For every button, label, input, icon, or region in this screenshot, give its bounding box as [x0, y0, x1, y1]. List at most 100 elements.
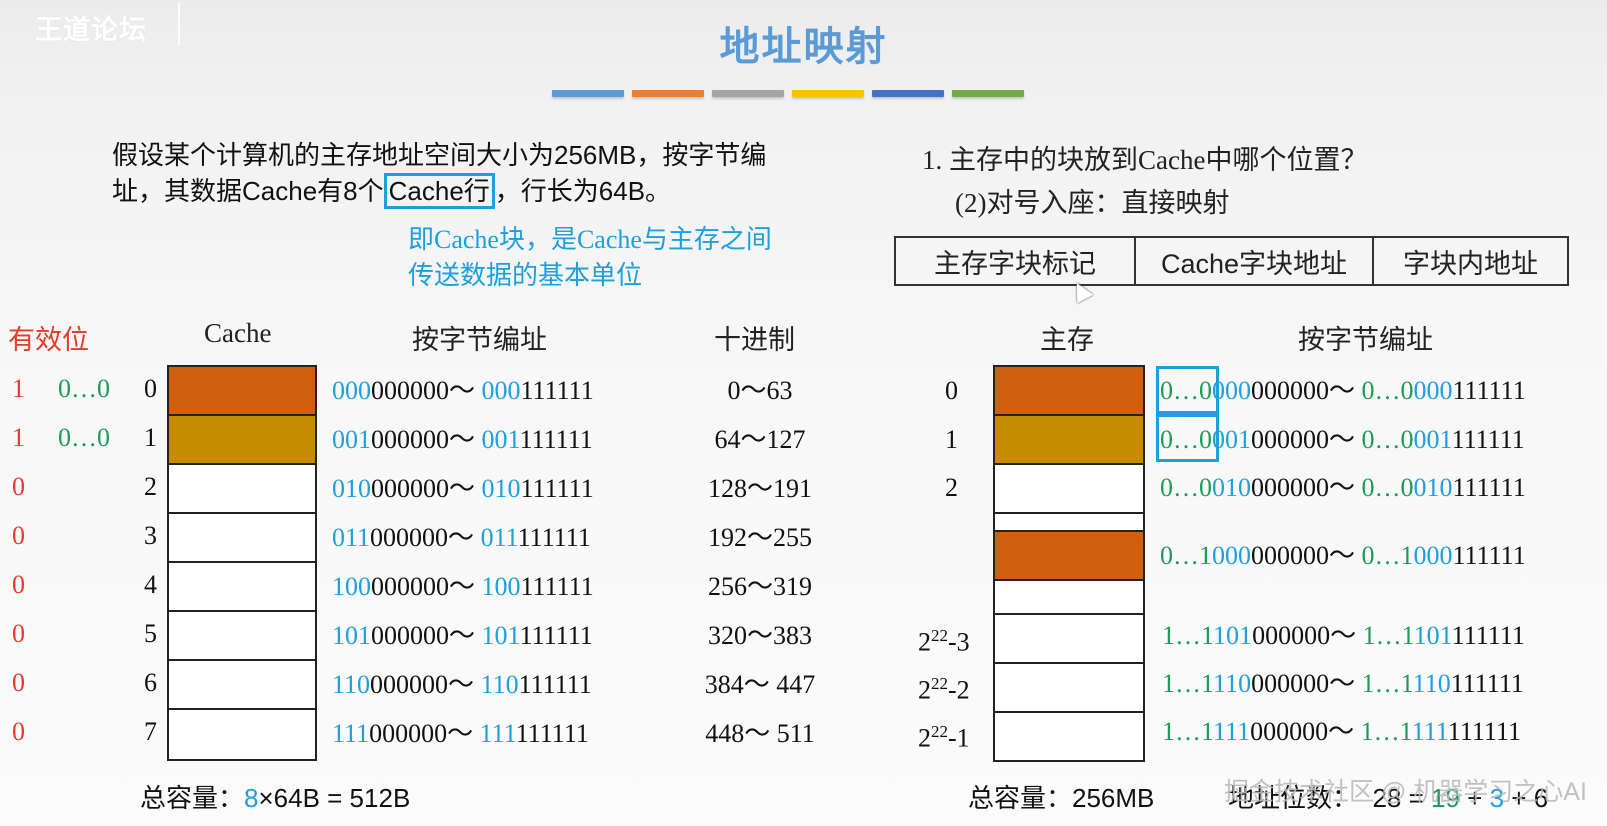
- tag-bits: 0…0: [1361, 376, 1414, 405]
- offset-bits: 111111: [520, 474, 594, 503]
- cache-line-3: [169, 514, 315, 563]
- note-line-2: 传送数据的基本单位: [408, 261, 643, 290]
- problem-line-1: 假设某个计算机的主存地址空间大小为256MB，按字节编: [112, 140, 767, 170]
- cache-address-row: 001000000～ 001111111: [332, 425, 593, 454]
- memory-block-0: [993, 365, 1145, 416]
- cache-address-row: 011000000～ 011111111: [332, 523, 591, 552]
- index-bits: 011: [480, 523, 519, 552]
- index-bits: 111: [332, 719, 370, 748]
- decimal-range: 384～ 447: [704, 670, 816, 699]
- index-bits: 011: [332, 523, 371, 552]
- line-index: 1: [144, 423, 157, 452]
- index-bits: 100: [332, 572, 371, 601]
- offset-bits: 111111: [516, 719, 589, 748]
- tag-bits: 0…0: [1361, 473, 1414, 502]
- memory-block-label: 222-3: [918, 611, 970, 660]
- tag-bits: 0…0: [1361, 425, 1414, 454]
- cache-address-row: 100000000～ 100111111: [332, 572, 594, 601]
- memory-address-row: 0…0001000000～ 0…0001111111: [1160, 425, 1525, 454]
- offset-bits: 111111: [520, 621, 593, 650]
- line-count: 8: [244, 783, 259, 813]
- memory-block-label: 1: [945, 425, 958, 454]
- memory-block-label: 222-1: [918, 707, 970, 756]
- index-bits: 000: [481, 376, 521, 405]
- line-index: 5: [144, 619, 157, 648]
- memory-block-8: [993, 530, 1145, 581]
- total-label: 总容量：: [140, 783, 245, 813]
- decimal-header: 十进制: [714, 325, 795, 355]
- cache-block-note: 即Cache块，是Cache与主存之间 传送数据的基本单位: [408, 222, 772, 294]
- line-index: 3: [144, 521, 157, 550]
- index-bits: 000: [332, 376, 371, 405]
- tag-bits: 0…0: [1160, 376, 1212, 405]
- decimal-range: 448～ 511: [705, 719, 815, 748]
- tag-bits: 1…1: [1361, 669, 1414, 698]
- exponent: 22: [931, 626, 948, 645]
- index-bits: 001: [481, 425, 521, 454]
- valid-bit: 0: [12, 668, 25, 697]
- exponent: 22: [931, 722, 948, 741]
- cache-line-4: [169, 563, 315, 612]
- offset-bits: 000000: [1251, 376, 1329, 405]
- valid-bit: 0: [12, 619, 25, 648]
- cache-label-row: 1 0…0 0: [12, 364, 157, 413]
- cache-address-row: 110000000～ 110111111: [332, 670, 592, 699]
- decimal-range: 64～127: [714, 425, 806, 454]
- tag-value: 0…0: [58, 423, 110, 452]
- offset-bits: 111111: [518, 670, 592, 699]
- tag-bits: 0…1: [1361, 541, 1414, 570]
- address-format-table: 主存字块标记 Cache字块地址 字块内地址: [894, 236, 1569, 286]
- tag-highlight-box: [1156, 366, 1219, 414]
- index-bits: 110: [480, 670, 519, 699]
- divider-bar: [712, 90, 784, 97]
- field-tag: 主存字块标记: [896, 238, 1136, 284]
- tag-bit-count: 19: [1431, 783, 1460, 813]
- offset-bits: 000000: [369, 719, 448, 748]
- cache-line-1: [169, 416, 315, 465]
- index-bits: 111: [1412, 717, 1449, 746]
- tag-bits: 0…1: [1160, 541, 1212, 570]
- memory-block-label: 222-2: [918, 659, 970, 708]
- offset-bits: 000000: [1250, 717, 1329, 746]
- memory-header: 主存: [1040, 325, 1094, 355]
- divider-bar: [632, 90, 704, 97]
- decimal-range: 256～319: [707, 572, 812, 601]
- index-bits: 101: [481, 621, 521, 650]
- bits-label: 地址位数：: [1228, 783, 1359, 813]
- decimal-range-list: 0～63 64～127 128～191 192～255 256～319 320～…: [690, 366, 830, 758]
- offset-bits: 000000: [371, 425, 449, 454]
- cache-total-capacity: 总容量：8×64B = 512B: [140, 778, 410, 815]
- cache-address-list: 000000000～ 000111111 001000000～ 00111111…: [332, 366, 594, 758]
- cache-addr-header: 按字节编址: [412, 325, 547, 355]
- index-bits: 111: [479, 719, 517, 748]
- watermark-scribble: [178, 2, 292, 46]
- valid-bit: 0: [12, 472, 25, 501]
- memory-gap: [993, 579, 1145, 615]
- index-bits: 001: [1413, 425, 1453, 454]
- offset-bits: 000000: [1252, 621, 1331, 650]
- index-bits: 000: [1413, 376, 1453, 405]
- memory-block-label: 0: [945, 376, 958, 405]
- memory-gap: [993, 512, 1145, 532]
- line-index: 0: [144, 374, 157, 403]
- total-formula: ×64B = 512B: [258, 783, 411, 813]
- offset-bits: 111111: [1452, 541, 1526, 570]
- address-bit-breakdown: 地址位数： 28 = 19 + 3 + 6: [1228, 778, 1548, 815]
- index-bits: 010: [481, 474, 521, 503]
- memory-block-n2: [993, 662, 1145, 713]
- cache-line-6: [169, 661, 315, 710]
- cache-line-highlight: Cache行: [383, 173, 495, 209]
- divider-bar: [552, 90, 624, 97]
- offset-bits: 111111: [1448, 717, 1521, 746]
- cache-line-5: [169, 612, 315, 661]
- field-offset: 字块内地址: [1403, 248, 1538, 279]
- offset: -1: [948, 723, 970, 753]
- decimal-range: 192～255: [707, 523, 812, 552]
- decimal-range: 0～63: [727, 376, 793, 405]
- base: 2: [918, 723, 931, 753]
- tag-bits: 1…1: [1162, 621, 1214, 650]
- memory-address-row: 0…0000000000～ 0…0000111111: [1160, 376, 1526, 405]
- cache-address-row: 010000000～ 010111111: [332, 474, 594, 503]
